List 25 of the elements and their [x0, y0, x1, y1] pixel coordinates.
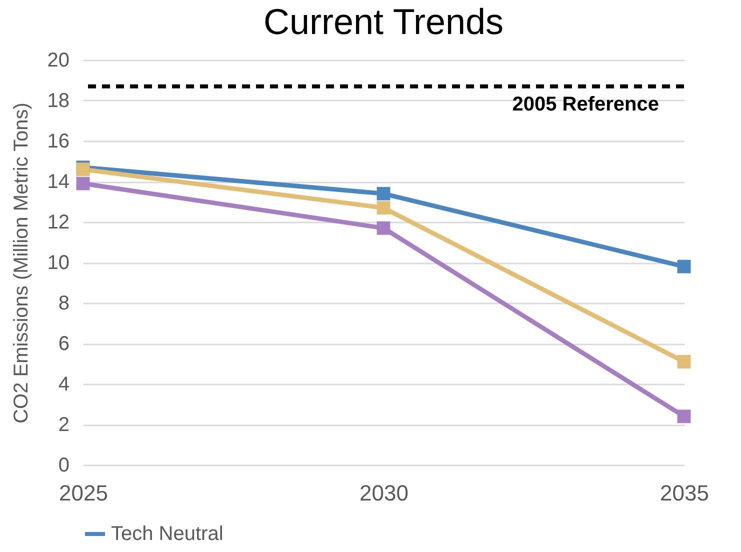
- y-tick-label: 18: [47, 90, 70, 112]
- point: [677, 260, 691, 274]
- y-tick-label: 8: [58, 292, 70, 314]
- y-tick-label: 6: [58, 333, 70, 355]
- point: [677, 410, 691, 424]
- point: [677, 355, 691, 368]
- ref-line-label: 2005 Reference: [512, 93, 659, 116]
- point: [376, 186, 390, 200]
- x-tick-label: 2030: [360, 480, 408, 506]
- y-tick-label: 10: [47, 252, 70, 274]
- y-tick-label: 0: [58, 454, 70, 476]
- x-tick-label: 2035: [660, 480, 709, 506]
- y-tick-label: 2: [58, 414, 70, 436]
- y-tick-label: 14: [47, 171, 70, 193]
- y-tick-label: 4: [58, 374, 70, 396]
- y-tick-label: 12: [47, 212, 70, 234]
- chart-title: Current Trends: [263, 1, 504, 42]
- point: [76, 176, 90, 190]
- y-tick-label: 16: [47, 130, 70, 152]
- point: [376, 201, 390, 215]
- point: [376, 221, 390, 235]
- y-tick-label: 20: [47, 50, 70, 72]
- y-axis-title: CO2 Emissions (Million Metric Tons): [10, 102, 32, 424]
- legend-label: Tech Neutral: [111, 523, 224, 545]
- x-tick-label: 2025: [59, 480, 108, 506]
